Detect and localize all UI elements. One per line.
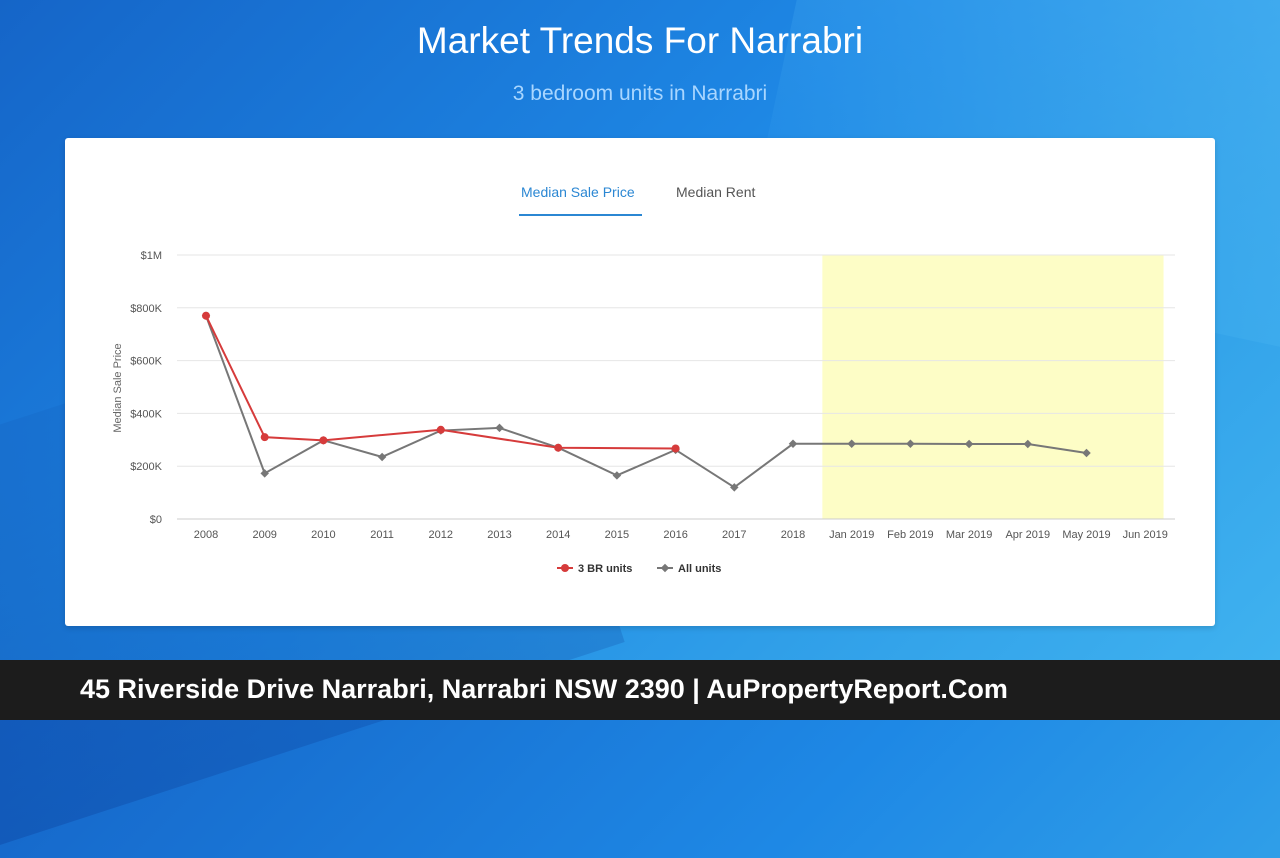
- data-point-all-units: [260, 469, 269, 478]
- x-tick-label: 2016: [663, 529, 687, 541]
- series-line-all-units: [205, 315, 1087, 489]
- x-tick-label: 2009: [252, 529, 276, 541]
- data-point-all-units: [906, 439, 915, 449]
- x-tick-label: May 2019: [1062, 529, 1110, 541]
- forecast-band: [822, 255, 1164, 519]
- data-point-all-units: [788, 439, 798, 449]
- y-tick-label: $0: [150, 514, 162, 526]
- data-point-all-units: [1023, 439, 1033, 449]
- data-point-all-units: [730, 483, 739, 492]
- data-point-all-units: [377, 452, 387, 462]
- active-tab-indicator: [519, 214, 642, 216]
- data-point-all-units: [495, 423, 504, 433]
- chart-card: Median Sale Price Median Rent $0 $200K $40…: [65, 138, 1215, 626]
- data-point-all-units: [612, 471, 622, 480]
- legend-marker-3br-units: [561, 564, 569, 572]
- x-tick-label: 2010: [311, 529, 335, 541]
- y-tick-label: $200K: [130, 461, 162, 473]
- footer-bar: 45 Riverside Drive Narrabri, Narrabri NS…: [0, 660, 1280, 720]
- x-tick-label: Jan 2019: [829, 529, 874, 541]
- data-point-3br-units: [202, 311, 210, 320]
- y-tick-label: $400K: [130, 408, 162, 420]
- x-tick-label: 2014: [546, 529, 570, 541]
- x-tick-label: 2018: [781, 529, 805, 541]
- x-tick-label: Mar 2019: [946, 529, 992, 541]
- tab-median-sale-price[interactable]: Median Sale Price: [521, 184, 635, 200]
- data-point-3br-units: [436, 425, 445, 434]
- x-tick-label: 2008: [194, 529, 218, 541]
- page-title: Market Trends For Narrabri: [416, 20, 864, 61]
- y-tick-label: $1M: [141, 250, 162, 262]
- tab-median-rent[interactable]: Median Rent: [676, 184, 756, 200]
- data-point-all-units: [847, 439, 856, 449]
- y-tick-label: $800K: [130, 303, 162, 315]
- data-point-3br-units: [554, 443, 563, 452]
- data-point-3br-units: [319, 436, 328, 445]
- data-point-all-units: [1082, 448, 1091, 458]
- x-tick-label: Feb 2019: [887, 529, 933, 541]
- legend-label-all-units: All units: [678, 563, 721, 575]
- footer-address: 45 Riverside Drive Narrabri, Narrabri NS…: [80, 674, 1008, 704]
- legend-marker-all-units: [660, 563, 670, 573]
- legend-label-3br-units: 3 BR units: [578, 563, 632, 575]
- series-line-3br-units: [205, 315, 676, 450]
- data-point-3br-units: [671, 444, 680, 453]
- x-tick-label: Apr 2019: [1005, 529, 1050, 541]
- median-sale-price-chart: $0 $200K $400K $600K $800K $1M Median Sale Pri…: [112, 250, 1175, 575]
- x-tick-label: 2012: [429, 529, 453, 541]
- y-axis-label: Median Sale Price: [112, 343, 124, 432]
- x-tick-label: 2011: [370, 529, 394, 541]
- page-subtitle: 3 bedroom units in Narrabri: [512, 82, 768, 105]
- data-point-3br-units: [260, 433, 269, 442]
- x-tick-label: Jun 2019: [1123, 529, 1168, 541]
- x-tick-label: 2017: [722, 529, 746, 541]
- y-tick-label: $600K: [130, 356, 162, 368]
- data-point-all-units: [964, 439, 974, 449]
- x-tick-label: 2013: [487, 529, 511, 541]
- x-tick-label: 2015: [605, 529, 629, 541]
